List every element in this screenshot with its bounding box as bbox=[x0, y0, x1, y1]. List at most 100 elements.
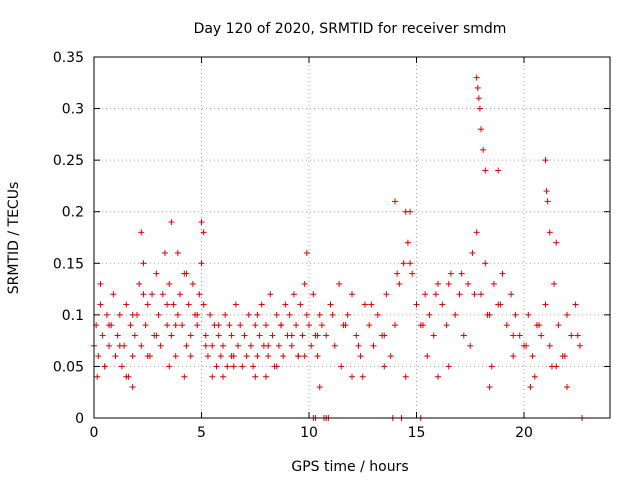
data-point bbox=[118, 363, 125, 370]
data-point bbox=[228, 332, 235, 339]
data-point bbox=[306, 322, 312, 329]
data-point bbox=[495, 167, 502, 174]
chart-title: Day 120 of 2020, SRMTID for receiver smd… bbox=[194, 21, 507, 37]
data-point bbox=[247, 342, 254, 349]
data-point bbox=[110, 291, 117, 298]
data-point bbox=[198, 260, 205, 267]
data-point bbox=[544, 198, 551, 205]
data-point bbox=[359, 373, 366, 380]
data-point bbox=[166, 363, 173, 370]
data-point bbox=[529, 353, 536, 360]
data-point bbox=[220, 342, 226, 349]
y-tick-label: 0.1 bbox=[62, 308, 84, 324]
data-point bbox=[290, 291, 297, 298]
data-point bbox=[149, 291, 156, 298]
data-point bbox=[278, 322, 285, 329]
data-point bbox=[172, 322, 179, 329]
data-point bbox=[314, 332, 321, 339]
data-point bbox=[194, 311, 201, 318]
data-point bbox=[303, 249, 310, 256]
data-point bbox=[263, 322, 269, 329]
data-point bbox=[239, 363, 246, 370]
data-point bbox=[187, 353, 194, 360]
data-point bbox=[181, 373, 188, 380]
data-point bbox=[546, 229, 553, 236]
data-point bbox=[465, 280, 472, 287]
data-point bbox=[323, 332, 330, 339]
data-point bbox=[576, 342, 583, 349]
data-point bbox=[252, 322, 259, 329]
data-point bbox=[140, 291, 147, 298]
data-point bbox=[473, 229, 480, 236]
data-point bbox=[138, 342, 145, 349]
data-point bbox=[490, 280, 497, 287]
data-point bbox=[374, 311, 381, 318]
data-point bbox=[144, 301, 151, 308]
data-point bbox=[263, 373, 269, 380]
data-point bbox=[172, 353, 179, 360]
data-point bbox=[202, 342, 209, 349]
y-tick-label: 0.15 bbox=[53, 256, 84, 272]
data-point bbox=[413, 301, 420, 308]
data-point bbox=[166, 280, 173, 287]
data-point bbox=[170, 301, 177, 308]
data-point bbox=[95, 353, 102, 360]
data-point bbox=[97, 280, 104, 287]
y-tick-label: 0.35 bbox=[53, 50, 84, 66]
data-point bbox=[419, 322, 426, 329]
data-point bbox=[174, 249, 181, 256]
data-point bbox=[488, 363, 495, 370]
data-point bbox=[288, 332, 295, 339]
data-point bbox=[478, 126, 484, 133]
data-point bbox=[422, 291, 429, 298]
data-point bbox=[572, 301, 579, 308]
data-point bbox=[344, 311, 351, 318]
data-point bbox=[424, 353, 431, 360]
data-point bbox=[250, 363, 257, 370]
data-point bbox=[299, 332, 306, 339]
data-point bbox=[542, 301, 549, 308]
data-point bbox=[426, 311, 433, 318]
data-point bbox=[200, 301, 207, 308]
x-tick-label: 15 bbox=[408, 425, 426, 441]
data-point bbox=[303, 311, 310, 318]
data-point bbox=[177, 291, 183, 298]
data-point bbox=[553, 363, 560, 370]
data-point bbox=[527, 384, 534, 391]
data-point bbox=[232, 301, 239, 308]
data-point bbox=[542, 157, 549, 164]
data-point bbox=[295, 353, 302, 360]
data-point bbox=[198, 219, 205, 226]
data-point bbox=[478, 291, 484, 298]
data-points bbox=[91, 74, 586, 421]
data-point bbox=[329, 311, 336, 318]
data-point bbox=[129, 353, 136, 360]
x-tick-label: 10 bbox=[300, 425, 318, 441]
x-axis-label: GPS time / hours bbox=[291, 459, 408, 475]
data-point bbox=[516, 332, 523, 339]
data-point bbox=[215, 322, 222, 329]
data-point bbox=[204, 353, 211, 360]
data-point bbox=[392, 198, 398, 205]
data-point bbox=[254, 353, 261, 360]
data-point bbox=[525, 311, 532, 318]
data-point bbox=[355, 342, 362, 349]
data-point bbox=[381, 363, 388, 370]
data-point bbox=[265, 342, 272, 349]
data-point bbox=[129, 384, 136, 391]
data-point bbox=[310, 291, 317, 298]
data-point bbox=[357, 353, 364, 360]
data-point bbox=[338, 363, 345, 370]
data-point bbox=[194, 322, 201, 329]
data-point bbox=[129, 311, 136, 318]
data-point bbox=[435, 373, 441, 380]
data-point bbox=[394, 270, 401, 277]
data-point bbox=[497, 301, 504, 308]
data-point bbox=[536, 322, 543, 329]
data-point bbox=[213, 363, 220, 370]
data-point bbox=[445, 363, 452, 370]
data-point bbox=[155, 311, 162, 318]
data-point bbox=[101, 363, 108, 370]
data-point bbox=[543, 188, 550, 195]
